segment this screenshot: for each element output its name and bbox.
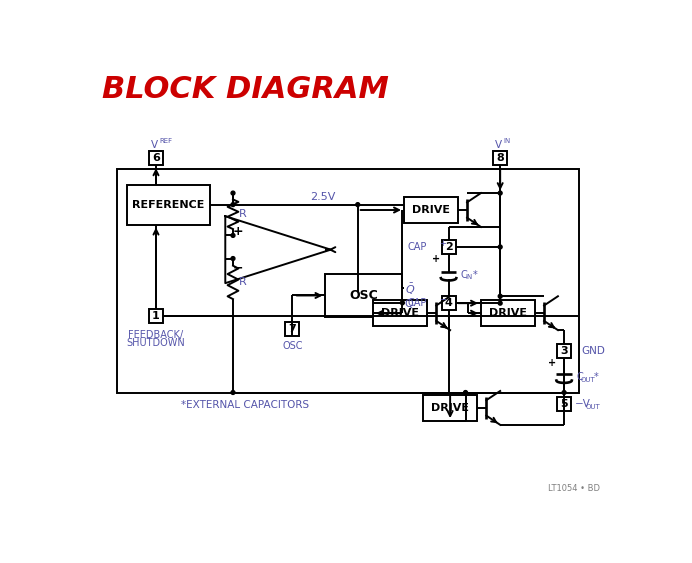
Text: DRIVE: DRIVE [381, 308, 419, 318]
Text: DRIVE: DRIVE [489, 308, 527, 318]
Text: 1: 1 [152, 311, 160, 321]
Bar [441, 240, 455, 254]
Text: C: C [576, 373, 583, 382]
Text: 8: 8 [496, 154, 504, 163]
Circle shape [231, 234, 235, 238]
Text: OUT: OUT [581, 377, 596, 383]
Circle shape [464, 391, 468, 395]
Text: 3: 3 [561, 346, 568, 356]
Text: +: + [432, 254, 440, 264]
Bar [493, 151, 507, 166]
Text: −V: −V [575, 399, 591, 409]
Text: DRIVE: DRIVE [431, 403, 469, 413]
Text: R: R [239, 278, 247, 287]
Bar [127, 185, 210, 225]
Text: 2: 2 [445, 242, 453, 252]
Bar [118, 169, 579, 392]
Text: *: * [593, 373, 598, 382]
Circle shape [356, 203, 360, 207]
Bar [149, 151, 163, 166]
Text: −: − [233, 261, 244, 274]
Text: *: * [473, 270, 478, 280]
Text: REF: REF [159, 138, 172, 144]
Bar [557, 344, 571, 358]
Text: IN: IN [503, 138, 511, 144]
Text: V: V [151, 140, 158, 150]
Circle shape [401, 301, 404, 305]
Circle shape [231, 257, 235, 261]
Text: Q: Q [405, 298, 413, 309]
Circle shape [231, 391, 235, 395]
Text: 7: 7 [289, 324, 296, 334]
Bar [373, 300, 427, 327]
Bar [325, 274, 402, 317]
Text: +: + [547, 358, 556, 368]
Text: R: R [239, 209, 247, 219]
Text: LT1054 • BD: LT1054 • BD [548, 484, 600, 493]
Circle shape [498, 294, 502, 298]
Text: V: V [495, 140, 502, 150]
Text: +: + [439, 239, 446, 248]
Text: +: + [233, 225, 244, 238]
Text: DRIVE: DRIVE [412, 205, 450, 215]
Text: *EXTERNAL CAPACITORS: *EXTERNAL CAPACITORS [181, 400, 309, 410]
Bar [285, 323, 299, 336]
Bar [149, 309, 163, 323]
Circle shape [231, 203, 235, 207]
Text: OSC: OSC [349, 289, 379, 302]
Text: $\bar{Q}$: $\bar{Q}$ [405, 282, 415, 297]
Bar [557, 397, 571, 411]
Text: SHUTDOWN: SHUTDOWN [127, 338, 185, 348]
Text: IN: IN [466, 274, 473, 280]
Text: −: − [439, 295, 446, 304]
Bar [441, 296, 455, 310]
Bar [481, 300, 535, 327]
Text: FEEDBACK/: FEEDBACK/ [129, 330, 183, 339]
Text: BLOCK DIAGRAM: BLOCK DIAGRAM [102, 75, 389, 104]
Circle shape [498, 301, 502, 305]
Text: OSC: OSC [282, 341, 302, 351]
Circle shape [498, 191, 502, 195]
Text: 2.5V: 2.5V [311, 192, 336, 202]
Text: CAP: CAP [408, 242, 427, 252]
Text: 4: 4 [445, 298, 453, 308]
Text: C: C [461, 270, 468, 280]
Text: CAP: CAP [408, 298, 427, 308]
Bar [404, 197, 458, 223]
Text: GND: GND [581, 346, 605, 356]
Bar [424, 395, 477, 421]
Circle shape [231, 191, 235, 195]
Text: 5: 5 [561, 399, 568, 409]
Text: REFERENCE: REFERENCE [132, 200, 205, 209]
Text: OUT: OUT [585, 404, 601, 410]
Circle shape [562, 391, 566, 395]
Text: 6: 6 [152, 154, 160, 163]
Circle shape [498, 245, 502, 249]
